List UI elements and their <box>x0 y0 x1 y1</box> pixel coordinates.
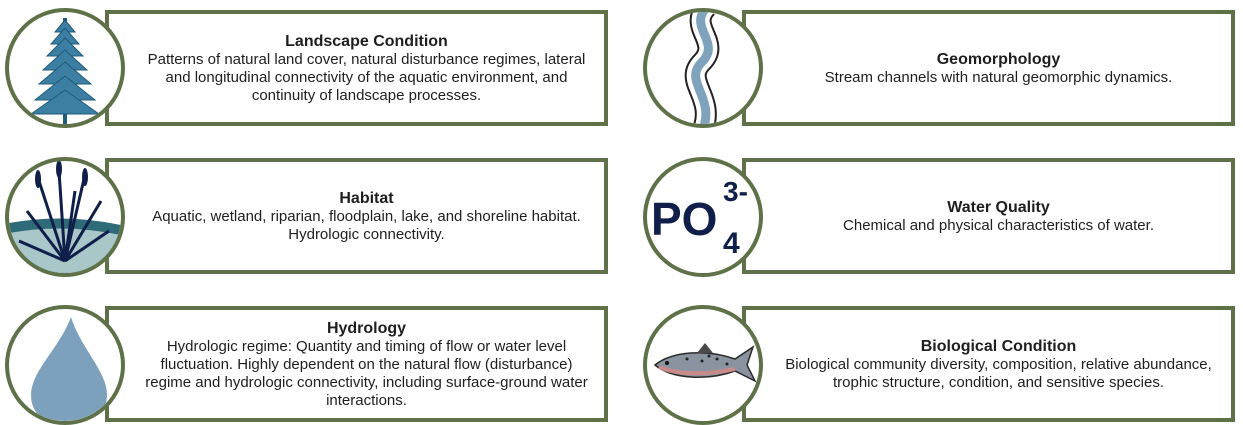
icon-circle <box>5 8 125 128</box>
fish-icon <box>653 343 757 383</box>
card-description: Patterns of natural land cover, natural … <box>147 50 586 104</box>
icon-subscript: 4 <box>723 227 740 260</box>
card-title: Biological Condition <box>920 337 1077 355</box>
icon-circle <box>643 305 763 425</box>
card-title: Landscape Condition <box>285 32 448 50</box>
card-description: Biological community diversity, composit… <box>785 355 1212 391</box>
card: Habitat Aquatic, wetland, riparian, floo… <box>105 158 608 274</box>
icon-circle <box>5 157 125 277</box>
card: Biological Condition Biological communit… <box>742 306 1235 422</box>
icon-superscript: 3- <box>723 176 748 207</box>
icon-circle <box>5 305 125 425</box>
card-title: Hydrology <box>326 319 407 337</box>
stream-icon <box>684 12 720 124</box>
card-description: Aquatic, wetland, riparian, floodplain, … <box>152 207 581 243</box>
icon-text: PO <box>651 193 717 245</box>
water-quality-icon: PO 4 3- <box>651 176 748 260</box>
card: Landscape Condition Patterns of natural … <box>105 10 608 126</box>
card-description: Chemical and physical characteristics of… <box>843 216 1154 234</box>
icon-circle <box>643 8 763 128</box>
tree-icon <box>29 18 101 124</box>
card-title: Geomorphology <box>936 50 1061 68</box>
drop-icon <box>31 317 107 421</box>
icon-circle: PO 4 3- <box>643 157 763 277</box>
card: Geomorphology Stream channels with natur… <box>742 10 1235 126</box>
card-title: Habitat <box>339 189 394 207</box>
card: Hydrology Hydrologic regime: Quantity an… <box>105 306 608 422</box>
card: Water Quality Chemical and physical char… <box>742 158 1235 274</box>
card-description: Stream channels with natural geomorphic … <box>824 68 1173 86</box>
habitat-icon <box>9 161 121 273</box>
card-title: Water Quality <box>947 198 1050 216</box>
card-description: Hydrologic regime: Quantity and timing o… <box>145 337 588 409</box>
